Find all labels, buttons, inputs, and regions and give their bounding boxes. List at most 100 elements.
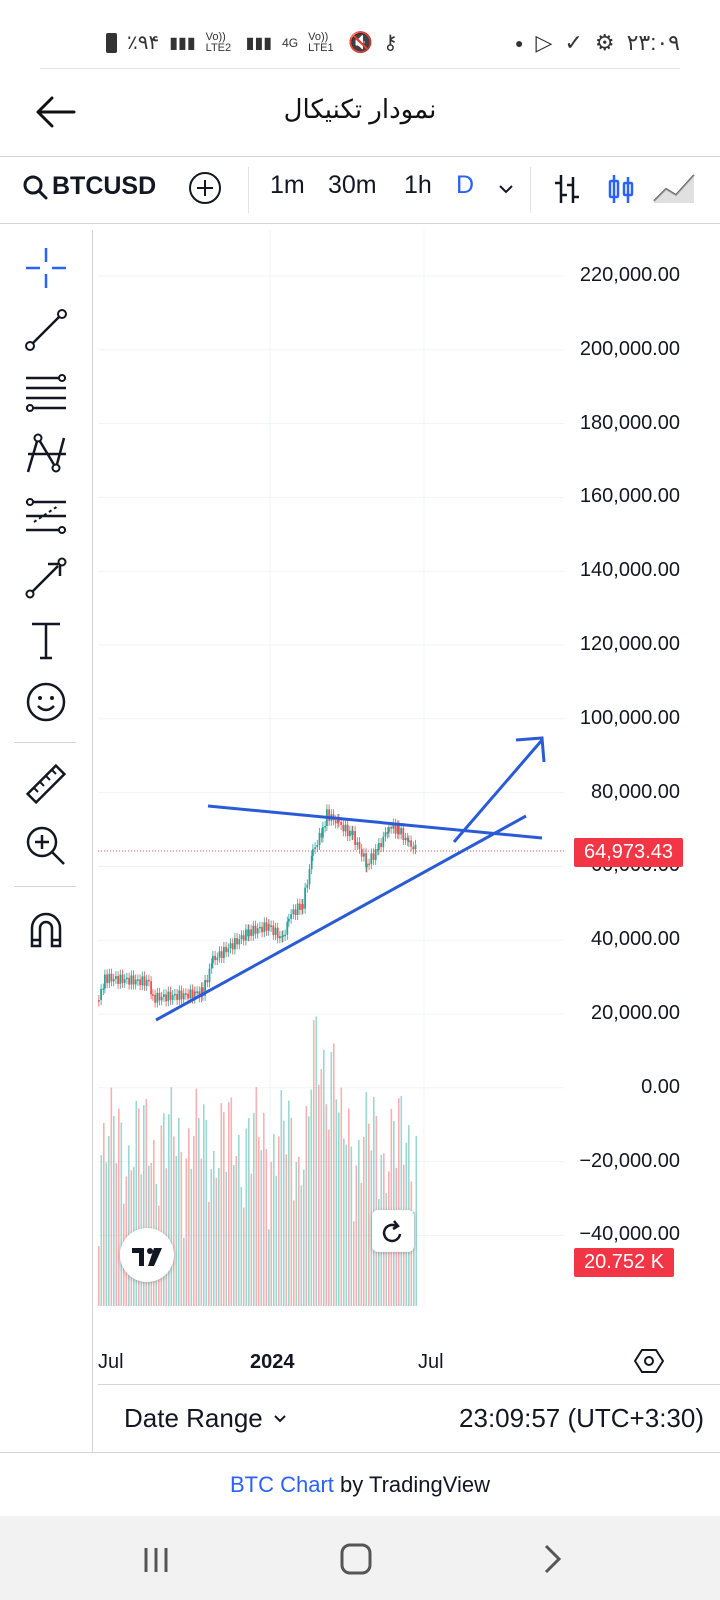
back-button[interactable]	[34, 92, 78, 132]
price-axis-label: −40,000.00	[579, 1223, 680, 1246]
candle-body	[398, 825, 400, 835]
chevron-down-icon	[499, 185, 513, 194]
candle-body	[400, 828, 402, 835]
magnet-tool[interactable]	[22, 906, 70, 954]
volume-bar	[170, 1087, 173, 1306]
interval-dropdown[interactable]	[496, 177, 516, 206]
symbol-search[interactable]: BTCUSD	[22, 172, 162, 201]
date-range-button[interactable]: Date Range	[124, 1403, 289, 1434]
candle-body	[225, 946, 227, 953]
back-nav-button[interactable]	[536, 1542, 576, 1576]
candle-body	[150, 981, 152, 995]
candle-body	[106, 974, 108, 984]
chart-settings-button[interactable]	[633, 1346, 665, 1376]
candle-body	[354, 831, 356, 845]
price-axis-label: 120,000.00	[579, 633, 680, 655]
home-button[interactable]	[336, 1542, 376, 1576]
page-title: نمودار تکنیکال	[283, 94, 437, 124]
volume-bar	[105, 1162, 108, 1306]
candle-body	[208, 968, 211, 983]
time-label-2024: 2024	[250, 1351, 295, 1373]
candle-body	[286, 921, 289, 935]
candle-body	[163, 994, 165, 997]
candle-body	[156, 992, 159, 1003]
chart-canvas[interactable]	[98, 230, 720, 1380]
candle-body	[365, 853, 367, 868]
reset-chart-button[interactable]	[372, 1210, 414, 1252]
smiley-icon	[26, 682, 66, 722]
zoom-tool[interactable]	[22, 822, 70, 870]
volume-bar	[100, 1155, 103, 1306]
measure-tool[interactable]	[22, 760, 70, 808]
fib-tool[interactable]	[22, 368, 70, 416]
candle-body	[384, 832, 387, 837]
candle-body	[117, 976, 119, 984]
refresh-icon	[382, 1220, 402, 1243]
interval-1m[interactable]: 1m	[270, 171, 305, 199]
volume-bar	[178, 1117, 180, 1306]
candle-body	[290, 914, 292, 919]
recent-apps-button[interactable]	[138, 1542, 178, 1576]
volume-bar	[368, 1123, 370, 1306]
candle-body	[139, 979, 141, 986]
volume-bar	[328, 1129, 330, 1306]
candle-body	[261, 926, 263, 933]
candle-body	[358, 842, 361, 849]
candle-body	[314, 847, 316, 850]
forecast-tool[interactable]	[22, 492, 70, 540]
volume-bar	[360, 1182, 363, 1306]
price-chart[interactable]: 220,000.00 200,000.00 180,000.00 160,000.00…	[98, 230, 720, 1380]
candle-chart-style-button[interactable]	[606, 173, 636, 212]
volume-bar	[200, 1158, 203, 1306]
chevron-right-icon	[544, 1544, 562, 1574]
timezone-clock[interactable]: 23:09:57 (UTC+3:30)	[459, 1403, 704, 1433]
volume-bar	[333, 1043, 335, 1306]
candle-body	[206, 979, 209, 983]
volume-bar	[218, 1168, 220, 1306]
text-tool[interactable]	[22, 616, 70, 664]
bar-chart-style-button[interactable]	[552, 173, 582, 212]
volume-bar	[290, 1117, 293, 1306]
candle-body	[318, 832, 321, 846]
interval-d[interactable]: D	[456, 171, 475, 199]
candle-body	[121, 974, 124, 983]
btc-chart-link[interactable]: BTC Chart	[229, 1472, 334, 1497]
candle-body	[254, 925, 257, 934]
volume-bar	[315, 1016, 318, 1306]
candle-body	[240, 935, 243, 940]
candle-body	[406, 837, 409, 841]
candle-body	[268, 924, 270, 926]
candle-body	[198, 991, 201, 998]
gear-icon: ⚙	[594, 30, 615, 55]
trend-line-tool[interactable]	[22, 306, 70, 354]
volume-bar	[113, 1115, 115, 1306]
candle-body	[346, 824, 349, 837]
tradingview-logo[interactable]	[120, 1228, 174, 1282]
signal-icon-2: ▮▮▮	[245, 34, 273, 52]
volume-bar	[258, 1137, 260, 1306]
date-range-label: Date Range	[124, 1403, 263, 1433]
emoji-tool[interactable]	[22, 678, 70, 726]
candle-body	[242, 935, 245, 941]
candle-body	[130, 975, 133, 985]
pattern-tool[interactable]	[22, 430, 70, 478]
interval-1h[interactable]: 1h	[404, 171, 432, 199]
volume-bar	[115, 1163, 118, 1306]
crosshair-tool[interactable]	[22, 244, 70, 292]
check-icon: ✓	[564, 30, 583, 55]
price-axis-label: 40,000.00	[591, 928, 680, 951]
volume-bar	[325, 1104, 328, 1306]
area-chart-style-button[interactable]	[652, 173, 702, 212]
recent-apps-icon	[144, 1548, 168, 1572]
compare-button[interactable]	[188, 171, 222, 212]
search-icon	[23, 175, 48, 199]
price-axis-label: 0.00	[641, 1075, 680, 1098]
arrow-tool[interactable]	[22, 554, 70, 602]
candle-body	[178, 990, 181, 1000]
candle-body	[306, 884, 309, 888]
volume-bar	[305, 1105, 308, 1306]
candle-body	[115, 976, 117, 979]
volume-bar	[238, 1134, 240, 1306]
volume-bar	[220, 1103, 223, 1306]
interval-30m[interactable]: 30m	[328, 171, 377, 199]
